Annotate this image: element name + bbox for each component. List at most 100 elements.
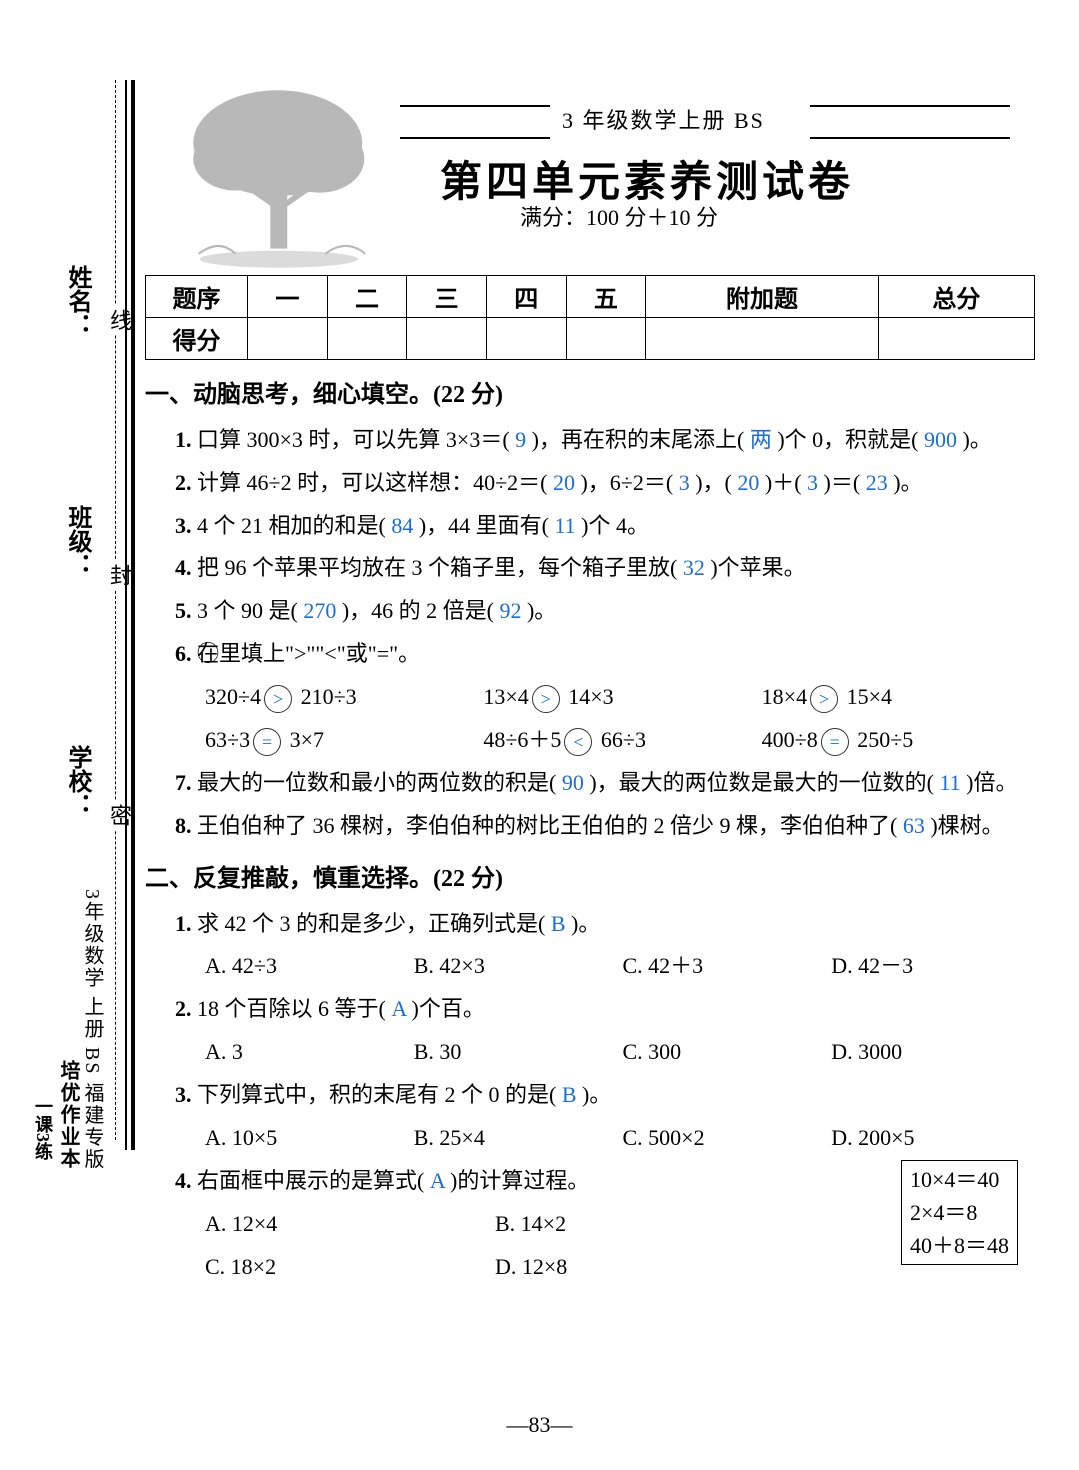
qnum: 7.	[175, 770, 192, 795]
box-line: 2×4＝8	[910, 1196, 1009, 1229]
txt: )，(	[690, 470, 738, 495]
txt: 在⃝里填上">""<"或"="。	[192, 641, 421, 666]
answer: B	[551, 911, 566, 936]
q2: 2. 计算 46÷2 时，可以这样想：40÷2＝( 20 )，6÷2＝( 3 )…	[175, 462, 1040, 505]
opt: C. 18×2	[205, 1246, 495, 1289]
expr: 66÷3	[595, 727, 646, 752]
txt: )，最大的两位数是最大的一位数的(	[584, 770, 940, 795]
answer: 900	[924, 427, 957, 452]
expr: 48÷6＋5	[483, 727, 561, 752]
txt: )。	[577, 1082, 612, 1107]
txt: )个苹果。	[705, 555, 806, 580]
td[interactable]	[646, 318, 879, 360]
txt: 把 96 个苹果平均放在 3 个箱子里，每个箱子里放(	[192, 555, 683, 580]
txt: )。	[521, 598, 556, 623]
answer: 23	[866, 470, 888, 495]
answer: A	[391, 996, 406, 1021]
th: 题序	[146, 276, 248, 318]
opt: B. 25×4	[414, 1117, 623, 1160]
answer: 11	[939, 770, 960, 795]
opt: D. 42－3	[831, 945, 1040, 988]
book-logo: 一课3练	[30, 1097, 56, 1160]
opt: A. 42÷3	[205, 945, 414, 988]
s2q3-opts: A. 10×5 B. 25×4 C. 500×2 D. 200×5	[205, 1117, 1040, 1160]
answer: 32	[683, 555, 705, 580]
box-line: 10×4＝40	[910, 1163, 1009, 1196]
section-2-title: 二、反复推敲，慎重选择。(22 分)	[145, 856, 1040, 903]
breadcrumb: 3 年级数学上册 BS	[550, 103, 777, 135]
answer: A	[430, 1168, 445, 1193]
txt: )个百。	[406, 996, 485, 1021]
answer: 11	[554, 513, 575, 538]
th: 总分	[878, 276, 1034, 318]
td[interactable]	[878, 318, 1034, 360]
page-content: 3 年级数学上册 BS 第四单元素养测试卷 满分：100 分＋10 分 题序 一…	[130, 70, 1050, 1289]
s2q4-opts-r2: C. 18×2 D. 12×8	[205, 1246, 785, 1289]
opt: A. 10×5	[205, 1117, 414, 1160]
answer: B	[562, 1082, 577, 1107]
double-rule-2	[131, 80, 135, 1150]
label-name: 姓名：	[60, 265, 95, 337]
opt: C. 42＋3	[623, 945, 832, 988]
opt: B. 30	[414, 1031, 623, 1074]
th: 三	[407, 276, 487, 318]
comp-circle: =	[253, 728, 281, 756]
qnum: 2.	[175, 996, 192, 1021]
txt: )个 4。	[576, 513, 649, 538]
double-rule-1	[125, 80, 127, 1150]
opt: D. 200×5	[831, 1117, 1040, 1160]
td[interactable]	[407, 318, 487, 360]
s2q2-opts: A. 3 B. 30 C. 300 D. 3000	[205, 1031, 1040, 1074]
td: 得分	[146, 318, 248, 360]
txt: 18 个百除以 6 等于(	[192, 996, 392, 1021]
qnum: 6.	[175, 641, 192, 666]
txt: )的计算过程。	[445, 1168, 590, 1193]
header: 3 年级数学上册 BS 第四单元素养测试卷 满分：100 分＋10 分	[130, 70, 1050, 260]
txt: )＝(	[818, 470, 866, 495]
comp-circle: <	[564, 728, 592, 756]
answer: 20	[737, 470, 759, 495]
td[interactable]	[486, 318, 566, 360]
fold-line	[115, 80, 116, 1140]
td[interactable]	[566, 318, 646, 360]
answer: 92	[499, 598, 521, 623]
answer: 9	[515, 427, 526, 452]
page-subtitle: 满分：100 分＋10 分	[520, 200, 718, 232]
txt: )＋(	[759, 470, 807, 495]
table-row: 题序 一 二 三 四 五 附加题 总分	[146, 276, 1035, 318]
qnum: 2.	[175, 470, 192, 495]
opt: C. 500×2	[623, 1117, 832, 1160]
td[interactable]	[248, 318, 328, 360]
q3: 3. 4 个 21 相加的和是( 84 )，44 里面有( 11 )个 4。	[175, 505, 1040, 548]
expr: 18×4	[762, 684, 807, 709]
score-table: 题序 一 二 三 四 五 附加题 总分 得分	[145, 275, 1035, 360]
txt: )棵树。	[925, 813, 1004, 838]
txt: )，6÷2＝(	[575, 470, 679, 495]
expr: 14×3	[563, 684, 614, 709]
td[interactable]	[327, 318, 407, 360]
txt: )，再在积的末尾添上(	[526, 427, 750, 452]
expr: 63÷3	[205, 727, 250, 752]
opt: A. 3	[205, 1031, 414, 1074]
txt: )倍。	[961, 770, 1018, 795]
calc-box: 10×4＝40 2×4＝8 40＋8＝48	[901, 1160, 1018, 1265]
q7: 7. 最大的一位数和最小的两位数的积是( 90 )，最大的两位数是最大的一位数的…	[175, 762, 1040, 805]
comp-circle: =	[821, 728, 849, 756]
expr: 400÷8	[762, 727, 818, 752]
s2q4-opts-r1: A. 12×4 B. 14×2	[205, 1203, 785, 1246]
txt: )个 0，积就是(	[772, 427, 924, 452]
txt: 最大的一位数和最小的两位数的积是(	[192, 770, 562, 795]
txt: 下列算式中，积的末尾有 2 个 0 的是(	[192, 1082, 562, 1107]
opt: C. 300	[623, 1031, 832, 1074]
tree-illustration	[168, 85, 398, 275]
txt: 计算 46÷2 时，可以这样想：40÷2＝(	[192, 470, 553, 495]
q6: 6. 在⃝里填上">""<"或"="。	[175, 633, 1040, 676]
opt: D. 12×8	[495, 1246, 785, 1289]
answer: 3	[679, 470, 690, 495]
qnum: 4.	[175, 555, 192, 580]
txt: 求 42 个 3 的和是多少，正确列式是(	[192, 911, 551, 936]
q4: 4. 把 96 个苹果平均放在 3 个箱子里，每个箱子里放( 32 )个苹果。	[175, 547, 1040, 590]
qnum: 1.	[175, 427, 192, 452]
txt: )，44 里面有(	[413, 513, 554, 538]
expr: 320÷4	[205, 684, 261, 709]
